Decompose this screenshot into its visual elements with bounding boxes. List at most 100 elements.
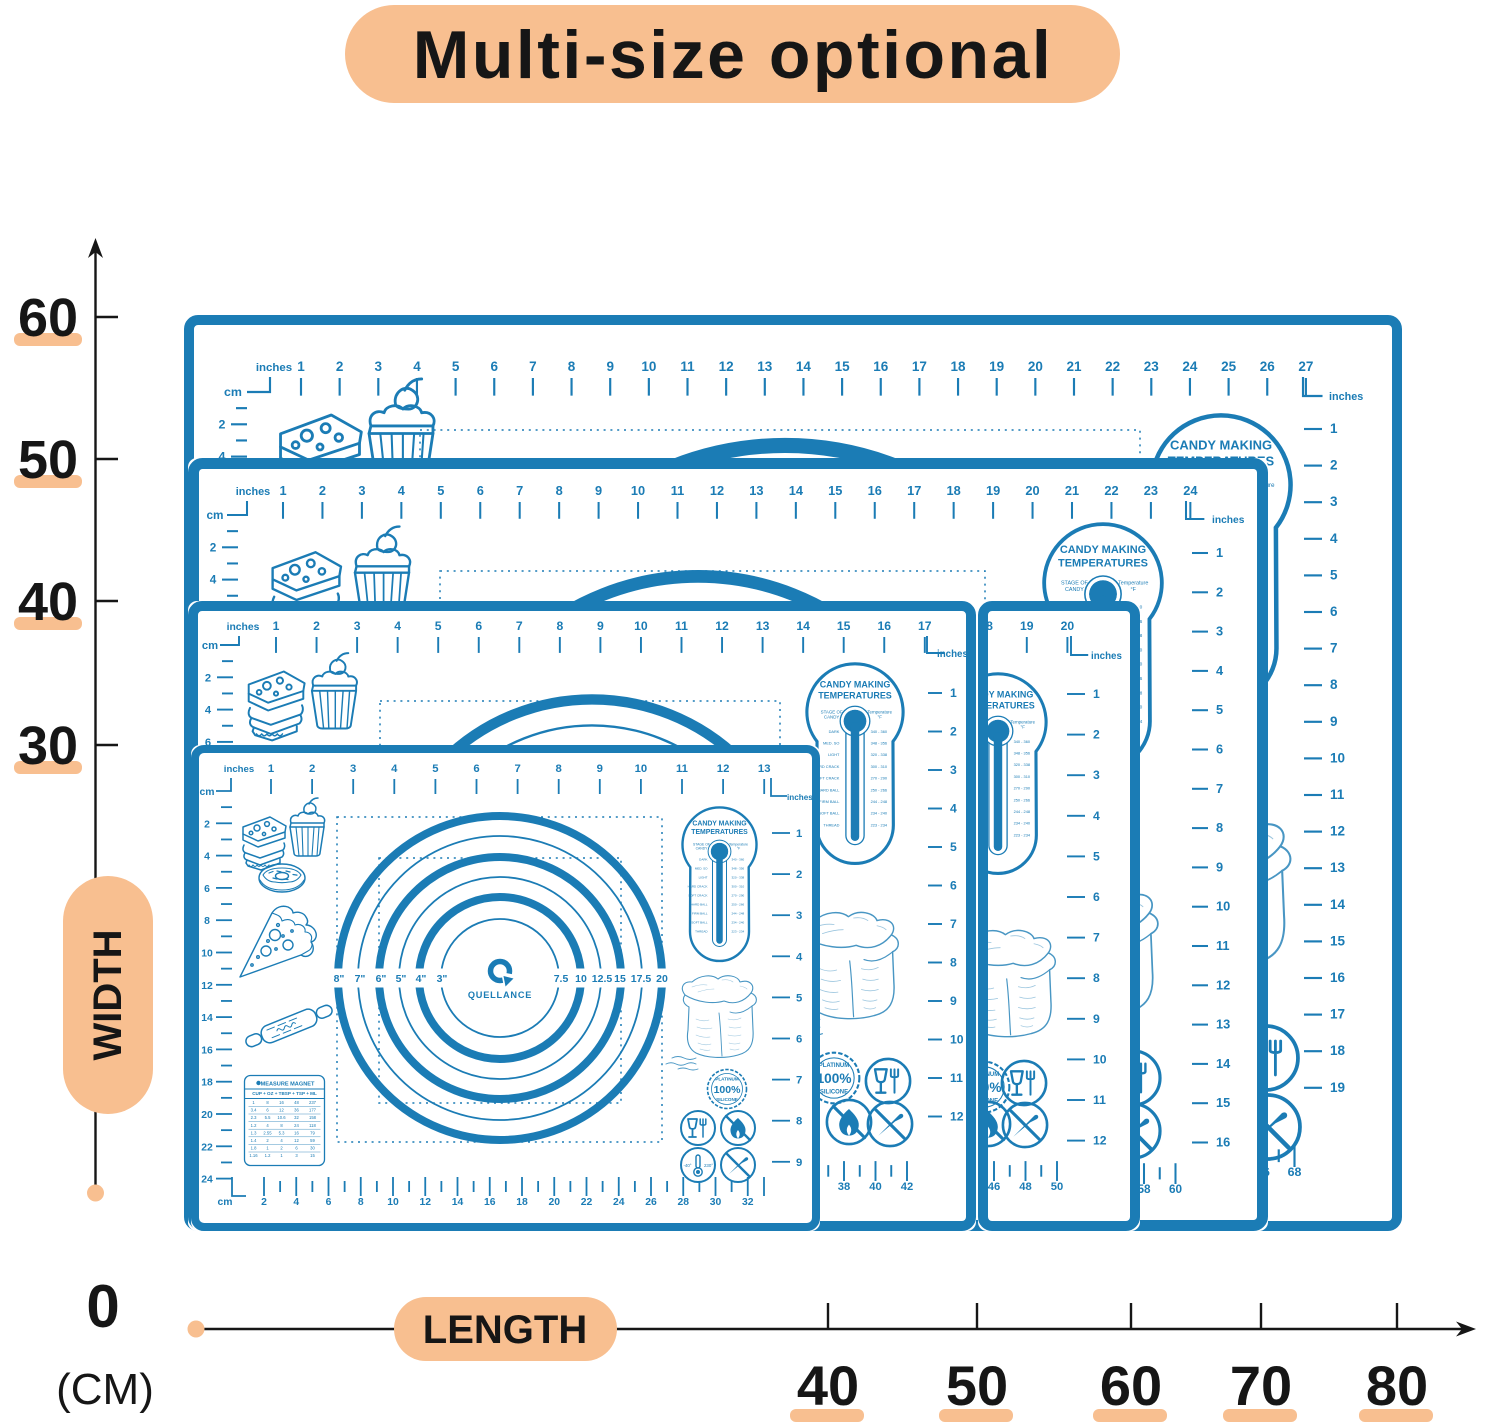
svg-text:26: 26 [1260,359,1276,374]
svg-text:7: 7 [950,917,957,931]
svg-text:5: 5 [452,359,460,374]
svg-text:8: 8 [568,359,576,374]
svg-text:6: 6 [205,737,211,749]
svg-text:12: 12 [419,1197,431,1208]
svg-text:19: 19 [986,483,1000,498]
svg-text:7: 7 [514,763,520,775]
svg-text:14: 14 [1216,1056,1231,1071]
svg-text:13: 13 [749,483,763,498]
svg-text:7: 7 [516,619,523,633]
svg-text:20: 20 [201,1110,213,1121]
svg-text:46: 46 [988,1181,1000,1193]
svg-text:6: 6 [473,763,479,775]
svg-text:40: 40 [797,1354,859,1417]
svg-text:4: 4 [1330,531,1338,546]
svg-text:6: 6 [1330,604,1338,619]
svg-text:9: 9 [950,994,957,1008]
svg-text:7: 7 [1093,931,1100,945]
svg-text:11: 11 [1216,938,1230,953]
svg-text:16: 16 [868,483,882,498]
svg-text:60: 60 [1169,1183,1183,1196]
svg-text:50: 50 [18,430,78,490]
svg-text:2: 2 [1330,458,1338,473]
svg-text:28: 28 [677,1197,689,1208]
svg-text:9: 9 [595,483,602,498]
svg-text:19: 19 [1330,1080,1345,1095]
svg-text:cm: cm [224,385,242,399]
svg-text:7: 7 [796,1075,802,1087]
svg-text:5: 5 [796,992,802,1004]
svg-text:24: 24 [1182,359,1198,374]
svg-text:LENGTH: LENGTH [423,1308,587,1352]
svg-text:22: 22 [1104,483,1118,498]
svg-text:3: 3 [358,483,365,498]
svg-text:1: 1 [273,619,280,633]
svg-text:13: 13 [756,619,770,633]
svg-text:8: 8 [358,1197,364,1208]
svg-text:2: 2 [204,819,210,830]
svg-text:58: 58 [1137,1183,1151,1196]
svg-text:3: 3 [375,359,383,374]
svg-text:6: 6 [475,619,482,633]
svg-text:22: 22 [201,1142,213,1153]
svg-text:22: 22 [1105,359,1120,374]
svg-text:6: 6 [1216,742,1223,757]
svg-text:inches: inches [224,764,254,775]
svg-text:4: 4 [1216,663,1224,678]
svg-text:4: 4 [293,1197,299,1208]
svg-text:9: 9 [597,619,604,633]
svg-text:60: 60 [18,288,78,348]
svg-text:5: 5 [435,619,442,633]
svg-text:68: 68 [1288,1165,1302,1179]
svg-text:18: 18 [951,359,967,374]
svg-text:Multi-size optional: Multi-size optional [413,17,1054,93]
svg-text:WIDTH: WIDTH [86,929,130,1060]
svg-text:4: 4 [413,359,421,374]
svg-text:13: 13 [1216,1017,1230,1032]
svg-text:17: 17 [918,619,932,633]
svg-text:13: 13 [757,359,773,374]
svg-text:5: 5 [1216,702,1223,717]
svg-text:inches: inches [227,622,260,633]
svg-text:12: 12 [950,1110,964,1124]
svg-text:16: 16 [873,359,889,374]
svg-text:24: 24 [1183,483,1198,498]
svg-text:48: 48 [1019,1181,1031,1193]
svg-text:1: 1 [1216,545,1223,560]
svg-text:14: 14 [452,1197,464,1208]
svg-text:inches: inches [236,486,270,498]
svg-text:5: 5 [437,483,444,498]
svg-text:18: 18 [516,1197,528,1208]
svg-text:9: 9 [606,359,614,374]
svg-text:10: 10 [634,619,648,633]
svg-text:6: 6 [326,1197,332,1208]
svg-text:22: 22 [581,1197,593,1208]
svg-text:20: 20 [1061,619,1075,633]
svg-text:9: 9 [1216,859,1223,874]
svg-text:1: 1 [297,359,305,374]
svg-text:11: 11 [680,359,695,374]
svg-text:40: 40 [18,572,78,632]
svg-text:(CM): (CM) [56,1365,154,1414]
svg-text:inches: inches [1329,391,1363,403]
svg-text:7: 7 [1330,641,1338,656]
svg-text:14: 14 [796,619,810,633]
svg-text:6: 6 [950,879,957,893]
svg-text:24: 24 [201,1175,213,1186]
svg-text:11: 11 [950,1071,963,1085]
svg-text:10: 10 [1330,750,1345,765]
svg-text:10: 10 [387,1197,399,1208]
svg-text:7: 7 [1216,781,1223,796]
svg-text:11: 11 [675,619,688,633]
svg-text:2: 2 [319,483,326,498]
svg-text:11: 11 [671,483,685,498]
svg-text:8: 8 [556,619,563,633]
svg-text:2: 2 [205,672,211,684]
svg-text:16: 16 [1330,970,1346,985]
svg-text:13: 13 [1330,860,1346,875]
svg-text:1: 1 [279,483,286,498]
svg-text:1: 1 [950,686,957,700]
svg-text:12: 12 [717,763,730,775]
svg-text:14: 14 [201,1013,213,1024]
svg-text:8: 8 [796,1116,802,1128]
